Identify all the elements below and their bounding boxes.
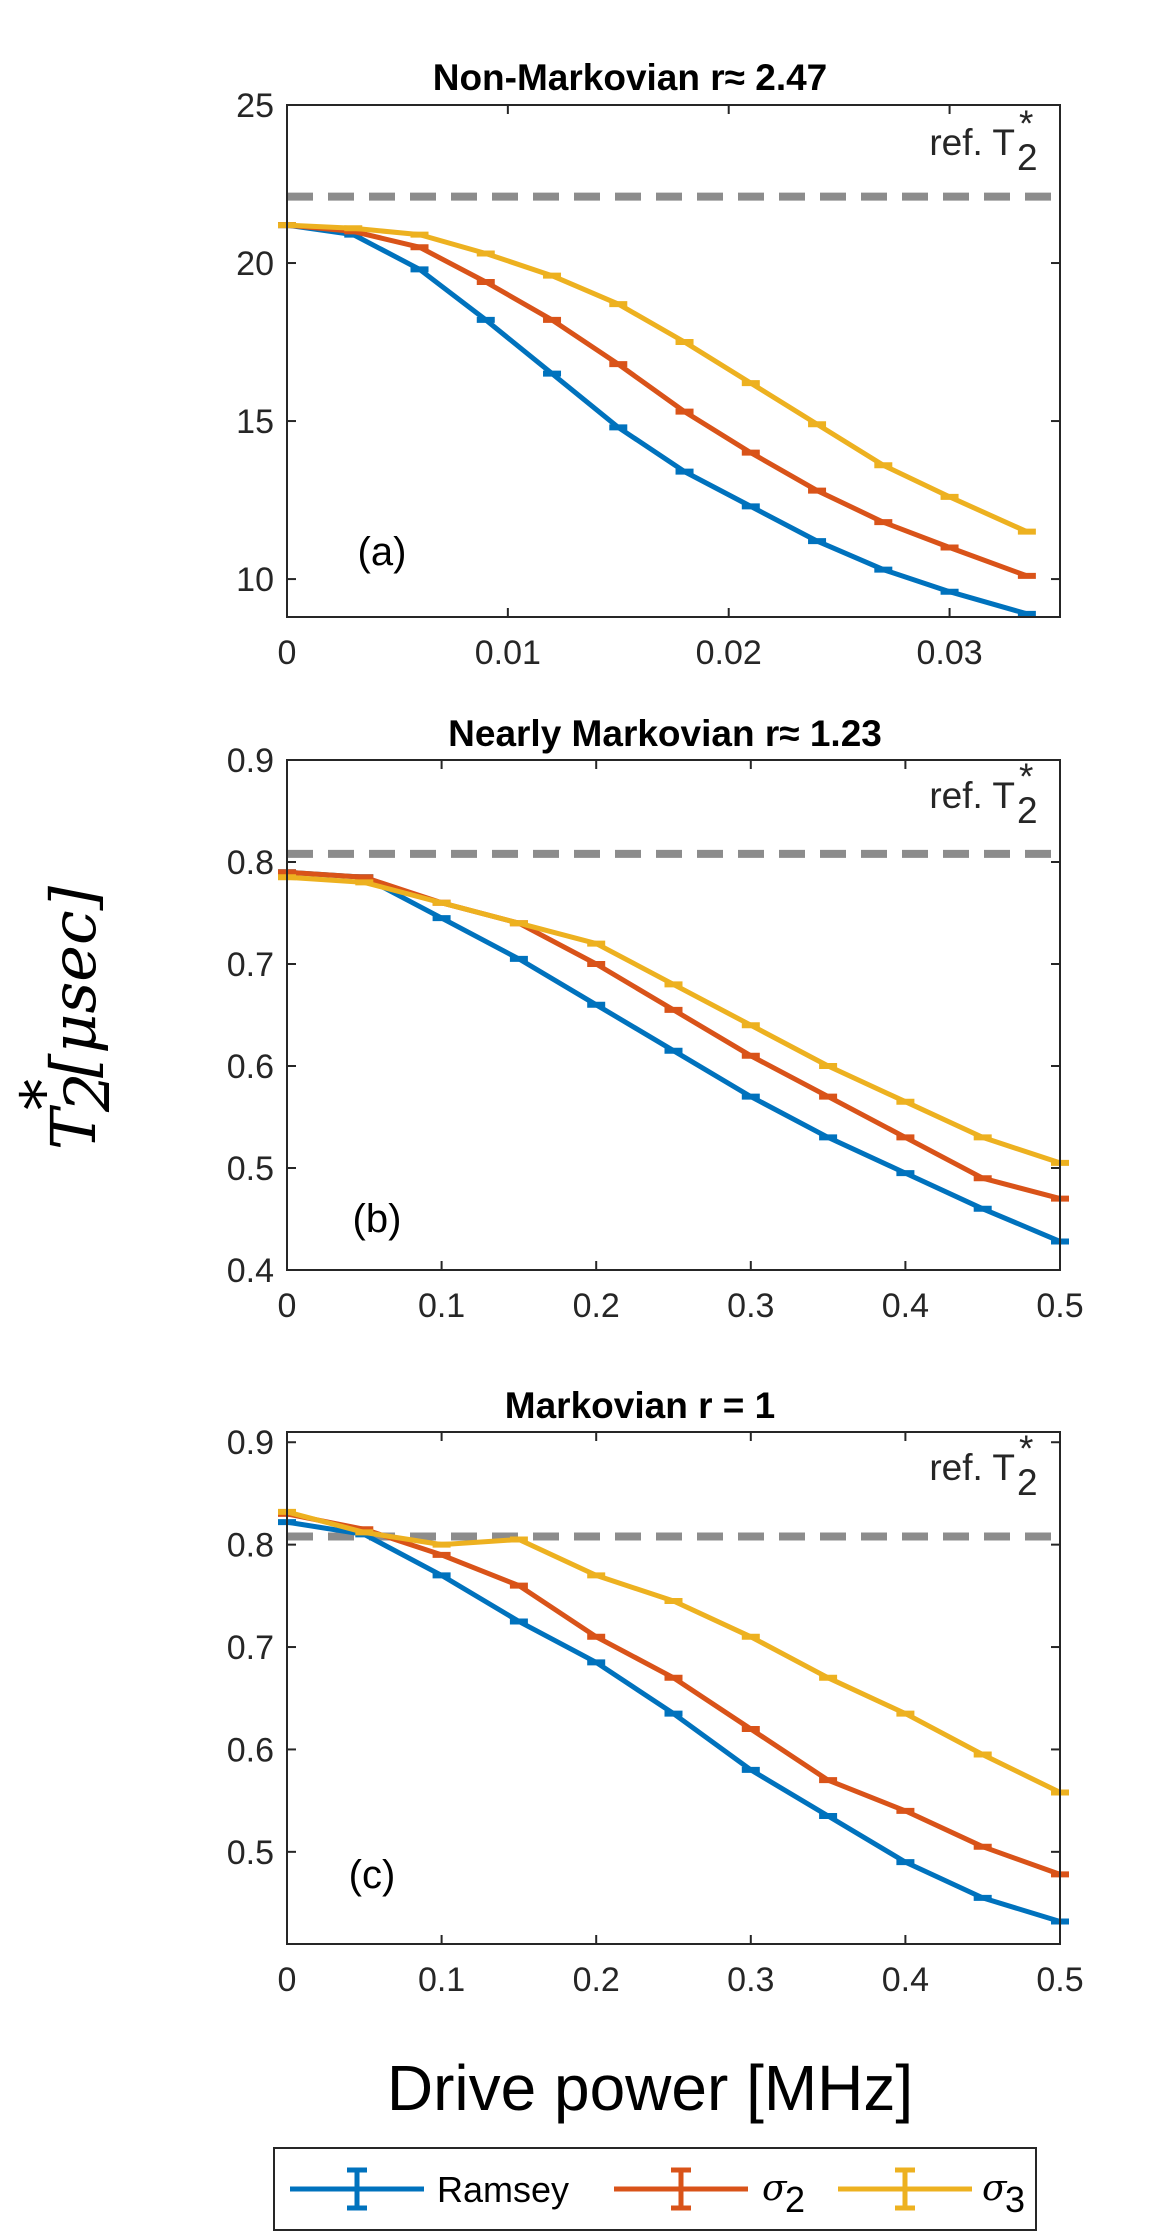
panel-c-ramsey-line	[286, 1519, 1061, 1924]
panel-a-axes-box	[286, 104, 1061, 618]
panel-a-xtick-label-2: 0.02	[696, 634, 762, 672]
panel-a-ref-sub: 2	[1017, 137, 1038, 178]
legend-sigma2-symbol: σ	[762, 2168, 788, 2209]
panel-b-ramsey-line	[286, 869, 1061, 1244]
panel-b-label: (b)	[353, 1197, 402, 1241]
y-axis-sup: *	[7, 1079, 80, 1110]
panel-b-ytick-label-2: 0.6	[227, 1048, 274, 1086]
y-axis-label: T 2 * [μsec]	[7, 885, 124, 1150]
panel-c-sigma2-line	[286, 1511, 1061, 1877]
panel-c-ytick-label-2: 0.7	[227, 1629, 274, 1667]
panel-c-ref-sub: 2	[1017, 1462, 1038, 1503]
panel-b-ytick-label-0: 0.4	[227, 1252, 274, 1290]
panel-a-ytick-label-1: 15	[236, 403, 274, 441]
legend-sigma2-sub: 2	[785, 2179, 805, 2220]
panel-a-ticks: 0 0.01 0.02 0.03 10 15 20 25	[236, 87, 1060, 672]
panel-b-xtick-label-4: 0.4	[882, 1287, 929, 1325]
panel-c-ytick-label-3: 0.8	[227, 1527, 274, 1565]
x-axis-label: Drive power [MHz]	[387, 2052, 913, 2124]
panel-a-series	[278, 192, 1060, 617]
panel-b-sigma2-line	[286, 869, 1061, 1202]
panel-c-xtick-label-2: 0.2	[573, 1961, 620, 1999]
panel-c-ytick-label-0: 0.5	[227, 1834, 274, 1872]
panel-c-label: (c)	[349, 1853, 396, 1897]
panel-b-xtick-label-2: 0.2	[573, 1287, 620, 1325]
legend-sigma3-symbol: σ	[982, 2168, 1008, 2209]
panel-b-title: Nearly Markovian r≈ 1.23	[448, 713, 882, 754]
panel-c-xtick-label-4: 0.4	[882, 1961, 929, 1999]
legend: Ramsey σ 2 σ 3	[273, 2147, 1037, 2231]
panel-a-ref-label: ref. T	[929, 122, 1015, 163]
panel-b-ytick-label-3: 0.7	[227, 946, 274, 984]
panel-c-ref-sup: *	[1019, 1428, 1033, 1469]
panel-a-sigma3-line	[286, 222, 1028, 534]
panel-c-xtick-label-0: 0	[278, 1961, 297, 1999]
panel-c-xtick-label-1: 0.1	[418, 1961, 465, 1999]
panel-c-xtick-label-3: 0.3	[727, 1961, 774, 1999]
y-axis-sub: 2	[51, 1073, 124, 1113]
panel-b: Nearly Markovian r≈ 1.23 0 0.1 0.2 0.3 0.4 0.…	[227, 713, 1084, 1325]
panel-a-ref-sup: *	[1019, 103, 1033, 144]
panel-a-xtick-label-0: 0	[278, 634, 297, 672]
panel-c-axes-box	[286, 1431, 1061, 1945]
panel-c-ytick-label-4: 0.9	[227, 1424, 274, 1462]
panel-c-title: Markovian r = 1	[505, 1385, 775, 1426]
panel-a-ytick-label-3: 25	[236, 87, 274, 125]
panel-b-ytick-label-1: 0.5	[227, 1150, 274, 1188]
panel-b-xtick-label-3: 0.3	[727, 1287, 774, 1325]
panel-b-ref-label: ref. T	[929, 775, 1015, 816]
legend-item-sigma3: σ 3	[838, 2167, 1025, 2220]
panel-a-xtick-label-1: 0.01	[475, 634, 541, 672]
panel-a-title: Non-Markovian r≈ 2.47	[433, 57, 828, 98]
panel-b-ref-sup: *	[1019, 756, 1033, 797]
legend-item-sigma2: σ 2	[614, 2167, 805, 2220]
panel-a-ramsey-line	[286, 222, 1028, 617]
panel-b-xtick-label-1: 0.1	[418, 1287, 465, 1325]
panel-b-ref-sub: 2	[1017, 790, 1038, 831]
panel-a-ytick-label-2: 20	[236, 245, 274, 283]
panel-c-ytick-label-1: 0.6	[227, 1731, 274, 1769]
legend-sigma3-sub: 3	[1005, 2179, 1025, 2220]
panel-c-ticks: 0 0.1 0.2 0.3 0.4 0.5 0.5 0.6 0.7 0.8 0.9	[227, 1424, 1084, 1999]
panel-b-ytick-label-4: 0.8	[227, 844, 274, 882]
panel-b-sigma3-line	[286, 874, 1061, 1166]
panel-c-ref-label: ref. T	[929, 1447, 1015, 1488]
panel-a: Non-Markovian r≈ 2.47 0 0.01 0.02 0.03 10 15 2…	[236, 57, 1061, 672]
legend-item-ramsey: Ramsey	[290, 2167, 569, 2211]
panel-a-ytick-label-0: 10	[236, 561, 274, 599]
y-axis-unit: [μsec]	[37, 885, 110, 1078]
panel-b-ytick-label-5: 0.9	[227, 742, 274, 780]
panel-b-xtick-label-0: 0	[278, 1287, 297, 1325]
legend-ramsey-text: Ramsey	[437, 2169, 569, 2210]
y-axis-symbol: T	[37, 1104, 110, 1150]
panel-c: Markovian r = 1 0 0.1 0.2 0.3 0.4 0.5 0.5 0.6 0.…	[227, 1385, 1084, 1999]
panel-a-xtick-label-3: 0.03	[916, 634, 982, 672]
panel-a-label: (a)	[358, 530, 407, 574]
panel-b-axes-box	[286, 759, 1061, 1271]
panel-c-series	[278, 1508, 1069, 1925]
panel-b-ticks: 0 0.1 0.2 0.3 0.4 0.5 0.4 0.5 0.6 0.7 0.8 0.9	[227, 742, 1084, 1325]
panel-a-sigma2-line	[286, 222, 1028, 579]
panel-b-series	[278, 849, 1069, 1245]
panel-b-xtick-label-5: 0.5	[1036, 1287, 1083, 1325]
panel-c-xtick-label-5: 0.5	[1036, 1961, 1083, 1999]
